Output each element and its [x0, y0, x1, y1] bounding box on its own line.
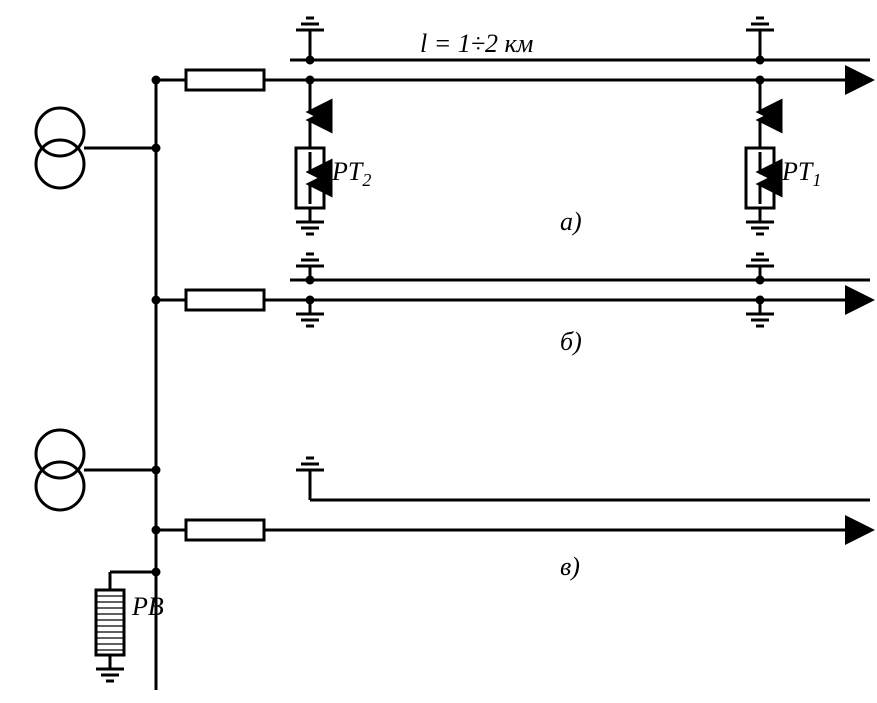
distance-label: l = 1÷2 км [420, 29, 533, 58]
pt1-arrester: PT1 [746, 148, 821, 234]
variant-a-label: а) [560, 207, 582, 236]
transformer-bottom [36, 430, 161, 510]
schematic: РВ l = 1÷2 км PT2 [0, 0, 877, 703]
variant-b-label: б) [560, 327, 582, 356]
pt2-arrester: PT2 [296, 148, 371, 234]
rv-label: РВ [131, 592, 164, 621]
pt2-label: PT2 [331, 157, 371, 190]
rv-arrester: РВ [96, 568, 164, 682]
variant-c-label: в) [560, 552, 580, 581]
transformer-top [36, 108, 161, 188]
feeder-b: б) [152, 254, 871, 356]
feeder-a: l = 1÷2 км PT2 PT1 а) [152, 18, 871, 236]
feeder-c: в) [152, 458, 871, 581]
pt1-label: PT1 [781, 157, 821, 190]
